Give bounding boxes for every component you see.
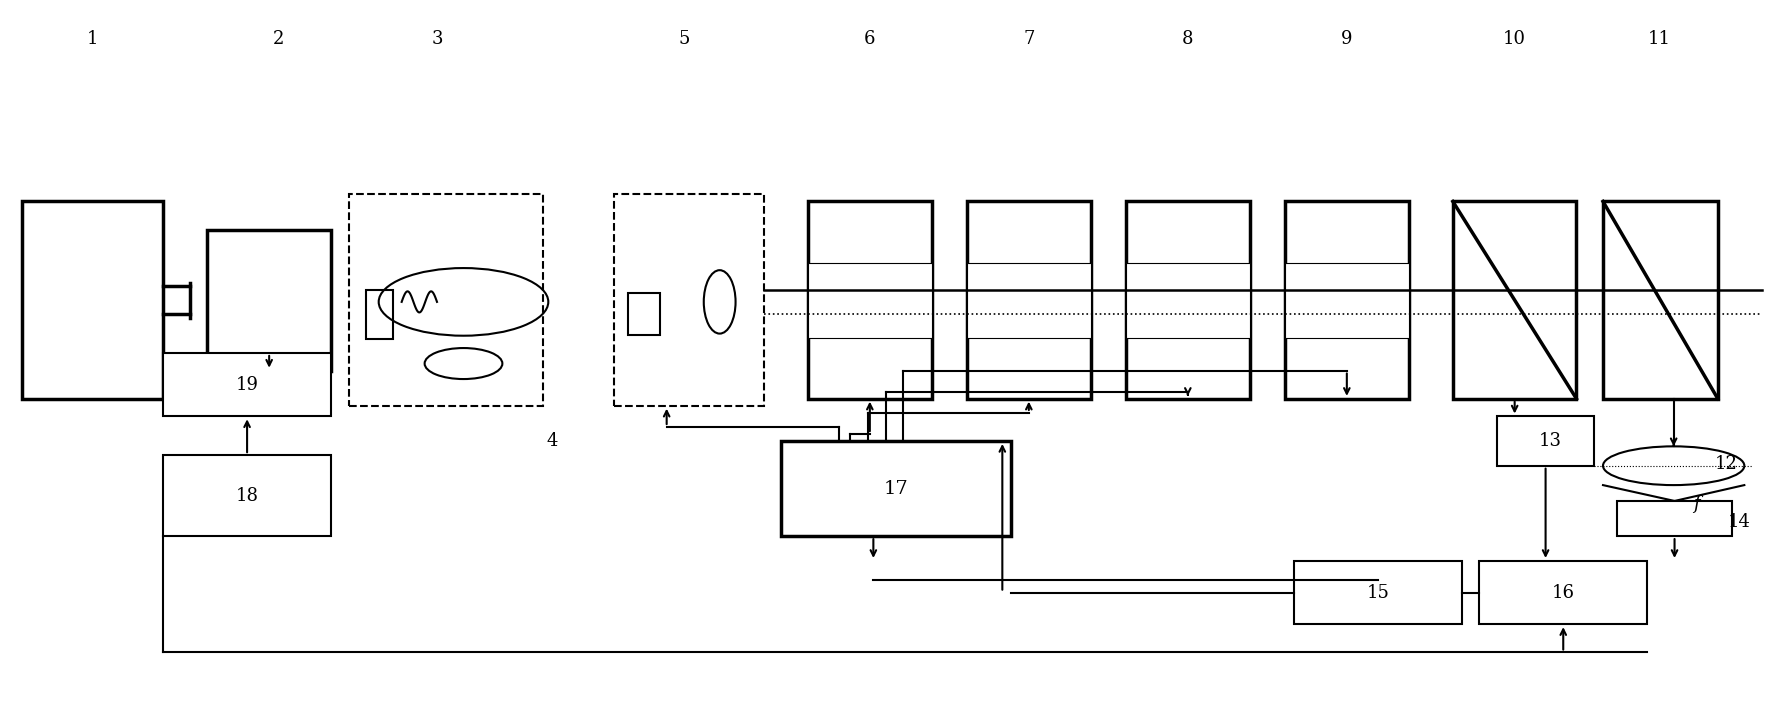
Text: 12: 12 — [1715, 455, 1738, 473]
Text: 5: 5 — [678, 31, 690, 48]
Bar — [967, 262, 1090, 338]
Bar — [967, 202, 1090, 399]
Bar — [808, 202, 932, 399]
Bar — [1125, 202, 1250, 399]
Bar — [366, 289, 392, 339]
Text: 13: 13 — [1539, 432, 1562, 450]
Text: 19: 19 — [236, 376, 259, 394]
Bar — [1125, 262, 1250, 338]
Bar — [614, 195, 763, 406]
Bar — [21, 202, 163, 399]
Bar — [163, 353, 330, 416]
Bar — [348, 195, 543, 406]
Bar — [781, 441, 1012, 536]
Bar — [1285, 202, 1409, 399]
Text: 7: 7 — [1022, 31, 1035, 48]
Bar — [1496, 416, 1594, 466]
Text: 4: 4 — [547, 432, 557, 450]
Text: 17: 17 — [884, 480, 909, 498]
Bar — [628, 293, 660, 335]
Bar — [1617, 501, 1732, 536]
Text: 16: 16 — [1551, 583, 1574, 602]
Text: 11: 11 — [1647, 31, 1670, 48]
Bar — [208, 230, 330, 371]
Text: 9: 9 — [1342, 31, 1353, 48]
Text: 8: 8 — [1182, 31, 1193, 48]
Text: 1: 1 — [87, 31, 98, 48]
Bar — [1452, 202, 1576, 399]
Text: 6: 6 — [864, 31, 875, 48]
Bar — [808, 262, 932, 338]
Text: 14: 14 — [1727, 513, 1750, 531]
Text: 3: 3 — [431, 31, 442, 48]
Bar — [1479, 561, 1647, 625]
Bar — [1285, 262, 1409, 338]
Text: f: f — [1693, 496, 1700, 513]
Bar — [1603, 202, 1718, 399]
Text: 18: 18 — [236, 487, 259, 505]
Text: 10: 10 — [1503, 31, 1526, 48]
Bar — [1294, 561, 1461, 625]
Text: 2: 2 — [272, 31, 284, 48]
Bar — [163, 455, 330, 536]
Text: 15: 15 — [1367, 583, 1390, 602]
